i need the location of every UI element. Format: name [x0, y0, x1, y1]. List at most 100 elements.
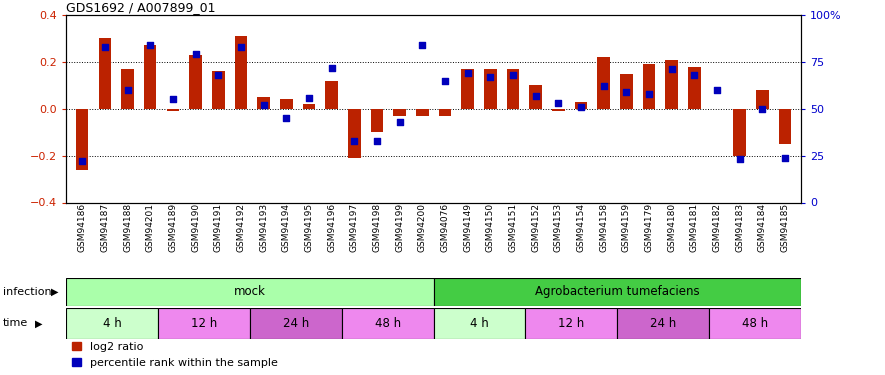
- Text: ▶: ▶: [51, 286, 58, 297]
- Text: 4 h: 4 h: [103, 317, 121, 330]
- Text: GSM94181: GSM94181: [690, 202, 699, 252]
- Text: GSM94190: GSM94190: [191, 202, 200, 252]
- Bar: [144, 45, 157, 109]
- Point: [347, 138, 361, 144]
- Bar: [618, 308, 709, 339]
- Text: GSM94197: GSM94197: [350, 202, 358, 252]
- Text: 12 h: 12 h: [558, 317, 584, 330]
- Text: 48 h: 48 h: [742, 317, 768, 330]
- Text: GSM94076: GSM94076: [441, 202, 450, 252]
- Bar: [348, 109, 360, 158]
- Bar: [529, 86, 542, 109]
- Point: [755, 106, 769, 112]
- Text: 12 h: 12 h: [191, 317, 217, 330]
- Text: GSM94159: GSM94159: [622, 202, 631, 252]
- Point: [665, 66, 679, 72]
- Bar: [756, 90, 768, 109]
- Text: GSM94180: GSM94180: [667, 202, 676, 252]
- Text: mock: mock: [234, 285, 266, 298]
- Bar: [189, 55, 202, 109]
- Point: [325, 64, 339, 70]
- Text: GSM94186: GSM94186: [78, 202, 87, 252]
- Bar: [484, 69, 496, 109]
- Point: [98, 44, 112, 50]
- Text: 48 h: 48 h: [374, 317, 401, 330]
- Point: [165, 96, 180, 102]
- Point: [596, 83, 611, 89]
- Bar: [416, 109, 428, 116]
- Text: GSM94182: GSM94182: [712, 202, 721, 252]
- Bar: [235, 36, 247, 109]
- Text: GSM94192: GSM94192: [236, 202, 245, 252]
- Point: [189, 51, 203, 57]
- Text: GSM94201: GSM94201: [146, 202, 155, 252]
- Text: GSM94179: GSM94179: [644, 202, 653, 252]
- Text: 4 h: 4 h: [470, 317, 489, 330]
- Point: [75, 158, 89, 164]
- Bar: [212, 71, 225, 109]
- Point: [460, 70, 474, 76]
- Point: [551, 100, 566, 106]
- Bar: [158, 308, 250, 339]
- Bar: [303, 104, 315, 109]
- Text: infection: infection: [3, 286, 51, 297]
- Bar: [66, 278, 434, 306]
- Text: GSM94150: GSM94150: [486, 202, 495, 252]
- Bar: [507, 69, 519, 109]
- Bar: [434, 278, 801, 306]
- Point: [279, 115, 293, 121]
- Point: [257, 102, 271, 108]
- Bar: [342, 308, 434, 339]
- Bar: [779, 109, 791, 144]
- Text: GSM94200: GSM94200: [418, 202, 427, 252]
- Text: GSM94199: GSM94199: [395, 202, 404, 252]
- Text: 24 h: 24 h: [650, 317, 676, 330]
- Bar: [461, 69, 473, 109]
- Point: [393, 119, 407, 125]
- Bar: [643, 64, 655, 109]
- Text: GSM94183: GSM94183: [735, 202, 744, 252]
- Bar: [99, 39, 112, 109]
- Bar: [394, 109, 406, 116]
- Point: [483, 74, 497, 80]
- Text: GSM94187: GSM94187: [100, 202, 110, 252]
- Point: [370, 138, 384, 144]
- Text: GSM94152: GSM94152: [531, 202, 540, 252]
- Text: GSM94185: GSM94185: [781, 202, 789, 252]
- Bar: [258, 97, 270, 109]
- Text: GSM94188: GSM94188: [123, 202, 132, 252]
- Text: GSM94198: GSM94198: [373, 202, 381, 252]
- Text: GDS1692 / A007899_01: GDS1692 / A007899_01: [66, 1, 216, 14]
- Bar: [439, 109, 451, 116]
- Bar: [66, 308, 158, 339]
- Point: [506, 72, 520, 78]
- Bar: [709, 308, 801, 339]
- Point: [438, 78, 452, 84]
- Bar: [76, 109, 89, 170]
- Point: [234, 44, 248, 50]
- Text: GSM94149: GSM94149: [463, 202, 473, 252]
- Text: GSM94193: GSM94193: [259, 202, 268, 252]
- Text: GSM94195: GSM94195: [304, 202, 313, 252]
- Point: [778, 154, 792, 160]
- Text: GSM94196: GSM94196: [327, 202, 336, 252]
- Text: Agrobacterium tumefaciens: Agrobacterium tumefaciens: [535, 285, 700, 298]
- Bar: [689, 67, 701, 109]
- Point: [574, 104, 589, 110]
- Bar: [666, 60, 678, 109]
- Point: [302, 94, 316, 100]
- Text: GSM94151: GSM94151: [509, 202, 518, 252]
- Point: [642, 91, 656, 97]
- Text: GSM94189: GSM94189: [168, 202, 177, 252]
- Bar: [121, 69, 134, 109]
- Point: [120, 87, 135, 93]
- Point: [528, 93, 543, 99]
- Bar: [371, 109, 383, 132]
- Bar: [597, 57, 610, 109]
- Text: GSM94194: GSM94194: [281, 202, 291, 252]
- Bar: [280, 99, 293, 109]
- Bar: [326, 81, 338, 109]
- Point: [710, 87, 724, 93]
- Legend: log2 ratio, percentile rank within the sample: log2 ratio, percentile rank within the s…: [72, 342, 278, 368]
- Point: [415, 42, 429, 48]
